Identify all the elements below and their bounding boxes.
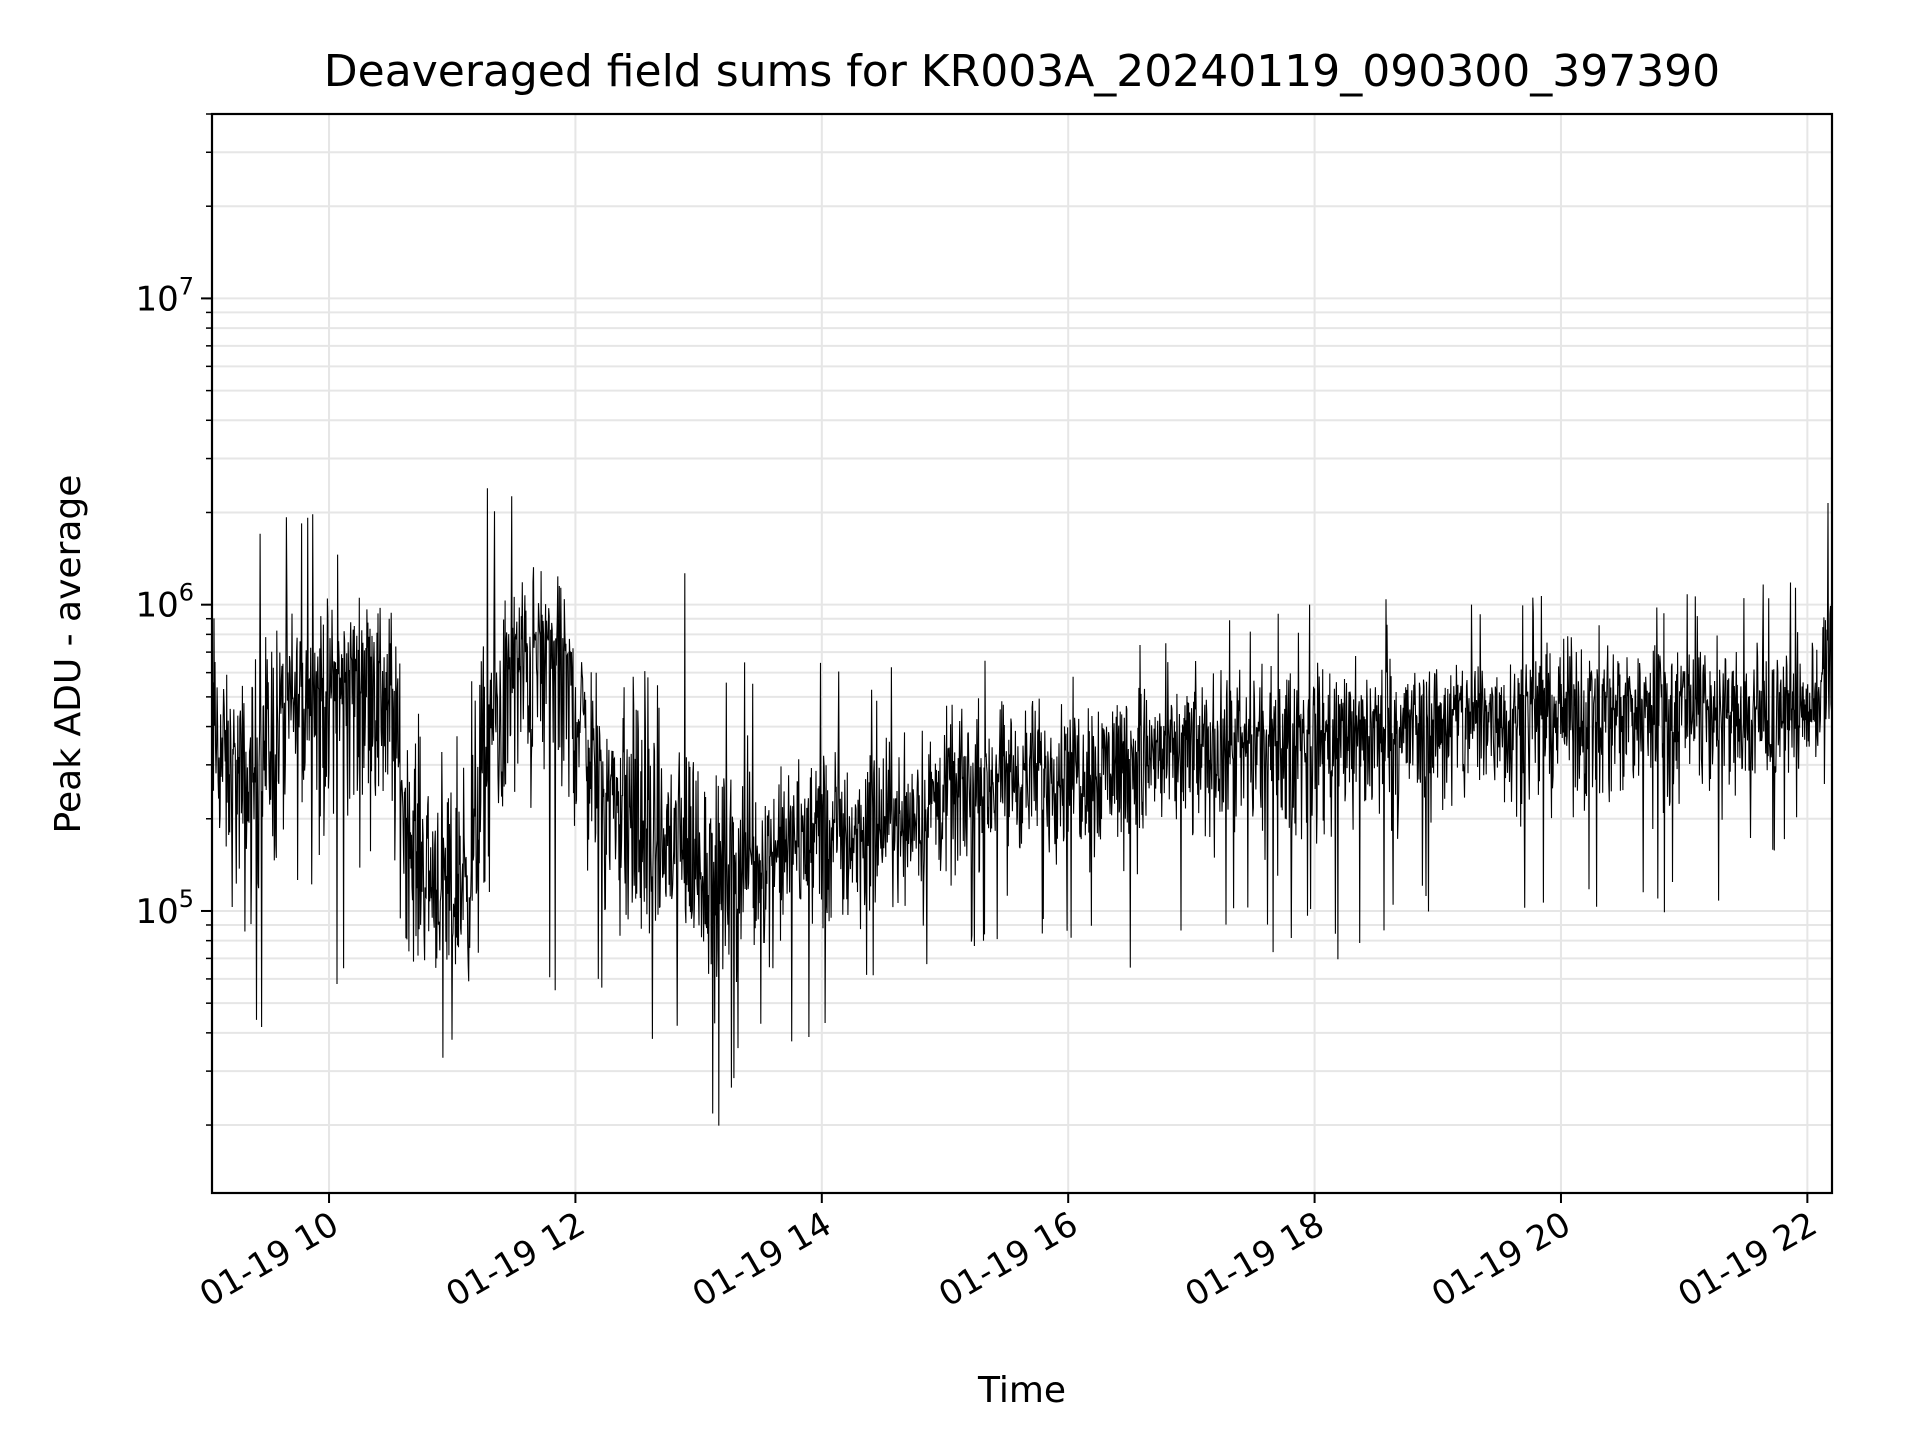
- y-axis-label: Peak ADU - average: [48, 475, 89, 834]
- data-line: [211, 488, 1833, 1126]
- plot-frame: [210, 112, 1834, 1195]
- series-line: [211, 488, 1833, 1126]
- chart-title: Deaveraged field sums for KR003A_2024011…: [324, 46, 1720, 97]
- y-tick-label: 105: [135, 885, 194, 932]
- y-tick-label: 106: [135, 579, 194, 626]
- x-axis-label: Time: [977, 1370, 1066, 1411]
- y-tick-label: 107: [135, 272, 194, 319]
